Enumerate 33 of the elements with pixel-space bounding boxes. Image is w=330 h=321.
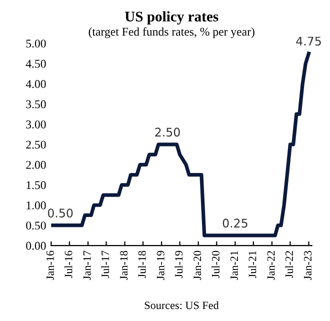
y-tick-label: 0.00	[26, 242, 46, 250]
x-tick-label: Jan-19	[156, 250, 164, 280]
x-tick-label: Jan-17	[83, 250, 91, 280]
y-tick-label: 0.50	[26, 222, 46, 230]
x-tick-label: Jan-18	[120, 250, 128, 280]
y-tick-label: 2.00	[26, 160, 46, 169]
chart-title: US policy rates	[124, 11, 218, 24]
x-tick-label: Jul-16	[64, 250, 72, 278]
x-tick-label: Jan-23	[304, 250, 312, 280]
y-tick-label: 2.50	[26, 140, 46, 149]
y-tick-label: 1.00	[26, 201, 46, 210]
x-tick-label: Jul-21	[248, 251, 256, 278]
x-tick-label: Jan-20	[194, 250, 202, 280]
x-tick-label: Jul-22	[285, 251, 293, 278]
x-tick-label: Jul-19	[174, 250, 183, 278]
x-tick-label: Jul-17	[101, 250, 110, 278]
annotation: 4.75	[296, 36, 321, 46]
annotation: 0.50	[48, 208, 73, 218]
x-tick-label: Jul-20	[212, 250, 220, 278]
source-note: Sources: US Fed	[144, 301, 219, 310]
annotation: 2.50	[155, 128, 180, 137]
x-tick-label: Jan-22	[267, 251, 275, 280]
x-tick-label: Jan-21	[230, 251, 238, 280]
y-tick-label: 4.00	[26, 80, 46, 88]
y-tick-label: 3.50	[26, 100, 46, 108]
x-tick-label: Jan-16	[46, 250, 54, 280]
y-tick-label: 1.50	[26, 181, 46, 190]
annotation: 0.25	[222, 218, 248, 228]
y-tick-label: 4.50	[26, 60, 46, 68]
y-tick-label: 5.00	[26, 40, 46, 48]
y-tick-label: 3.00	[26, 120, 46, 128]
chart-subtitle: (target Fed funds rates, % per year)	[88, 27, 254, 38]
x-tick-label: Jul-18	[138, 250, 146, 278]
